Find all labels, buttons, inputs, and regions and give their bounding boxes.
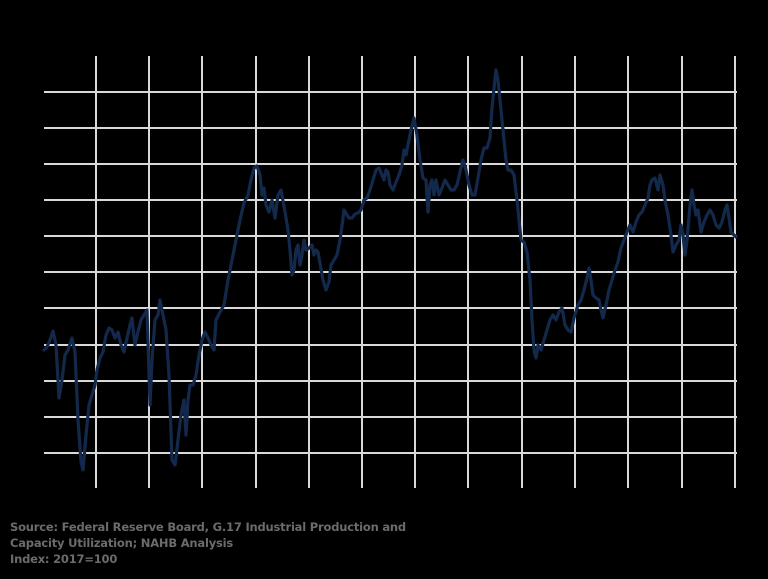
source-line-2: Capacity Utilization; NAHB Analysis bbox=[10, 536, 234, 550]
source-note: Source: Federal Reserve Board, G.17 Indu… bbox=[10, 519, 406, 567]
source-line-1: Source: Federal Reserve Board, G.17 Indu… bbox=[10, 520, 406, 534]
line-chart bbox=[42, 56, 738, 488]
index-base-note: Index: 2017=100 bbox=[10, 552, 118, 566]
vertical-gridlines bbox=[95, 56, 736, 488]
industrial-production-line bbox=[42, 68, 738, 472]
horizontal-gridlines bbox=[44, 91, 737, 454]
